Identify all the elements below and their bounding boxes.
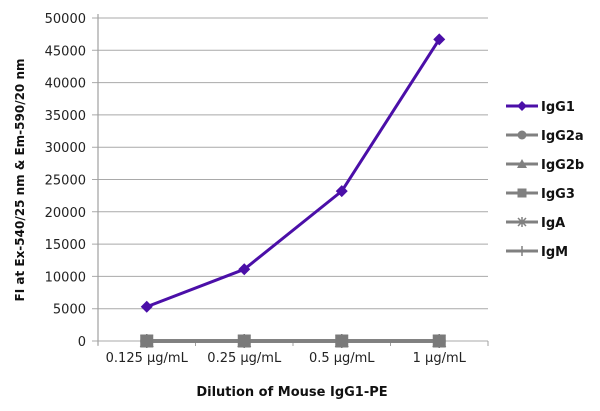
y-tick-label: 0 [78,335,86,350]
y-tick-label: 20000 [45,206,86,221]
legend-label: IgG2a [541,129,584,144]
x-axis-label: Dilution of Mouse IgG1-PE [196,385,387,400]
square-marker-icon [517,188,527,198]
y-tick-label: 5000 [53,303,86,318]
legend-item-igm: IgM [506,245,568,260]
x-tick-label: 0.25 µg/mL [207,351,282,366]
x-axis-ticks: 0.125 µg/mL 0.25 µg/mL 0.5 µg/mL 1 µg/mL [97,341,489,366]
gridlines [92,17,488,342]
series-line [146,38,441,309]
legend-label: IgA [541,216,565,231]
legend-label: IgM [541,245,568,260]
y-tick-label: 50000 [45,12,86,27]
legend-item-igg1: IgG1 [506,100,575,115]
circle-marker-icon [237,334,251,348]
y-tick-label: 40000 [45,77,86,92]
x-tick-label: 0.5 µg/mL [309,351,375,366]
legend-label: IgG2b [541,158,584,173]
legend-item-igg2a: IgG2a [506,129,584,144]
diamond-marker-icon [335,185,348,198]
diamond-marker-icon [140,300,153,313]
y-tick-label: 25000 [45,174,86,189]
x-tick-label: 1 µg/mL [413,351,467,366]
legend-label: IgG3 [541,187,575,202]
circle-marker-icon [335,334,349,348]
circle-marker-icon [140,334,154,348]
series-igg1 [140,33,446,313]
y-tick-label: 10000 [45,270,86,285]
circle-marker-icon [517,130,527,140]
diamond-marker-icon [433,33,446,46]
star-marker-icon [517,217,527,227]
y-tick-label: 35000 [45,109,86,124]
diamond-marker-icon [517,101,527,111]
y-tick-label: 30000 [45,141,86,156]
x-tick-label: 0.125 µg/mL [106,351,189,366]
y-axis-label: FI at Ex-540/25 nm & Em-590/20 nm [13,59,27,302]
y-tick-label: 15000 [45,238,86,253]
series-igg2a [140,334,446,348]
circle-marker-icon [432,334,446,348]
legend-label: IgG1 [541,100,575,115]
series-lines [139,33,447,348]
y-tick-label: 45000 [45,44,86,59]
triangle-marker-icon [517,159,527,168]
legend-item-igg2b: IgG2b [506,158,584,173]
legend-item-igg3: IgG3 [506,187,575,202]
diamond-marker-icon [238,263,251,276]
legend-item-iga: IgA [506,216,565,231]
y-axis-ticks: 0 5000 10000 15000 20000 25000 30000 35000 40000… [45,12,86,350]
legend: IgG1 IgG2a IgG2b IgG3 IgA IgM [506,100,584,260]
